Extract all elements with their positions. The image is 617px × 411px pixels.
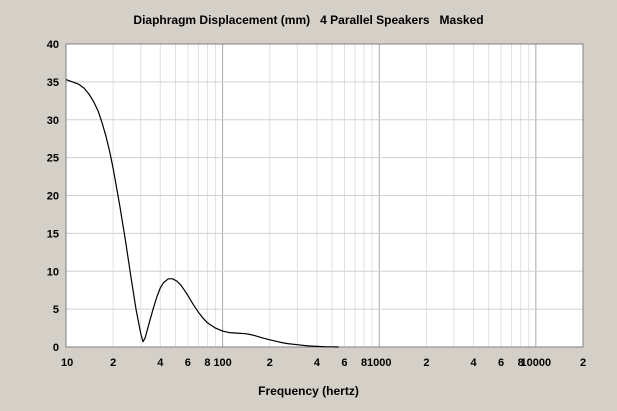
x-tick-label: 6 bbox=[498, 357, 504, 369]
y-tick-label: 5 bbox=[53, 304, 59, 316]
x-tick-label: 10 bbox=[61, 357, 73, 369]
y-tick-label: 20 bbox=[47, 191, 59, 203]
y-tick-label: 35 bbox=[47, 77, 59, 89]
y-tick-label: 40 bbox=[47, 39, 59, 51]
x-tick-label: 1000 bbox=[367, 357, 391, 369]
x-tick-label: 6 bbox=[341, 357, 347, 369]
x-tick-label: 8 bbox=[204, 357, 210, 369]
y-tick-label: 15 bbox=[47, 228, 59, 240]
y-tick-label: 25 bbox=[47, 153, 59, 165]
x-tick-label: 2 bbox=[423, 357, 429, 369]
y-tick-label: 0 bbox=[53, 342, 59, 354]
x-tick-label: 100 bbox=[213, 357, 231, 369]
x-tick-label: 4 bbox=[314, 357, 321, 369]
x-tick-label: 2 bbox=[110, 357, 116, 369]
chart-title: Diaphragm Displacement (mm) 4 Parallel S… bbox=[133, 13, 484, 27]
x-tick-label: 10000 bbox=[521, 357, 552, 369]
x-tick-label: 2 bbox=[580, 357, 586, 369]
x-tick-label: 8 bbox=[361, 357, 367, 369]
x-tick-label: 2 bbox=[267, 357, 273, 369]
x-tick-label: 8 bbox=[518, 357, 524, 369]
x-tick-label: 4 bbox=[470, 357, 477, 369]
y-tick-label: 10 bbox=[47, 266, 59, 278]
x-tick-label: 4 bbox=[157, 357, 164, 369]
x-axis-label: Frequency (hertz) bbox=[258, 384, 359, 398]
series-line bbox=[65, 79, 339, 348]
x-tick-label: 6 bbox=[185, 357, 191, 369]
y-tick-label: 30 bbox=[47, 115, 59, 127]
